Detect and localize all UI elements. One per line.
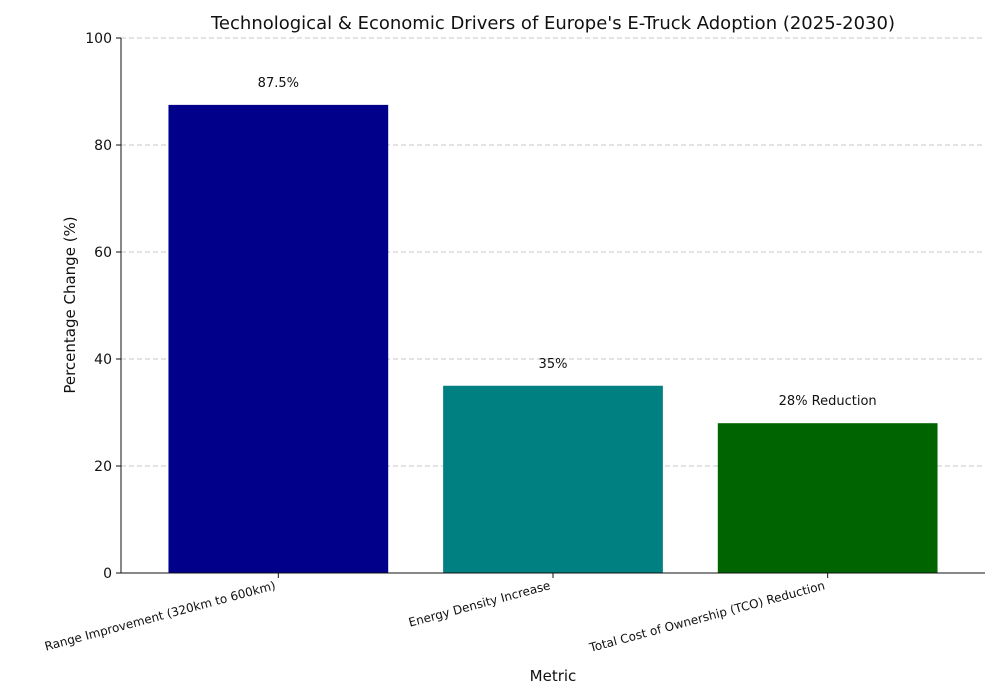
data-label-2: 28% Reduction — [779, 394, 877, 409]
x-tick-label-1: Energy Density Increase — [407, 578, 552, 629]
chart-title: Technological & Economic Drivers of Euro… — [210, 13, 895, 34]
y-tick-label-0: 0 — [103, 566, 112, 582]
data-label-1: 35% — [539, 357, 568, 372]
data-label-layer: 87.5% 35% 28% Reduction — [258, 76, 877, 409]
x-tick-label-0: Range Improvement (320km to 600km) — [43, 578, 277, 653]
y-tick-label-2: 40 — [94, 352, 112, 368]
y-tick-layer: 0 20 40 60 80 100 — [85, 31, 121, 582]
x-axis-label: Metric — [530, 667, 577, 685]
bar-layer — [168, 104, 938, 573]
bar-2 — [717, 423, 938, 573]
x-tick-layer: Range Improvement (320km to 600km) Energy… — [43, 573, 829, 655]
y-tick-label-5: 100 — [85, 31, 112, 47]
bar-1 — [443, 385, 663, 573]
data-label-0: 87.5% — [258, 76, 299, 91]
bar-0 — [168, 104, 389, 573]
x-tick-label-2: Total Cost of Ownership (TCO) Reduction — [587, 578, 826, 655]
y-tick-label-3: 60 — [94, 245, 112, 261]
y-axis-label: Percentage Change (%) — [61, 216, 79, 393]
y-tick-label-4: 80 — [94, 138, 112, 154]
y-tick-label-1: 20 — [94, 459, 112, 475]
